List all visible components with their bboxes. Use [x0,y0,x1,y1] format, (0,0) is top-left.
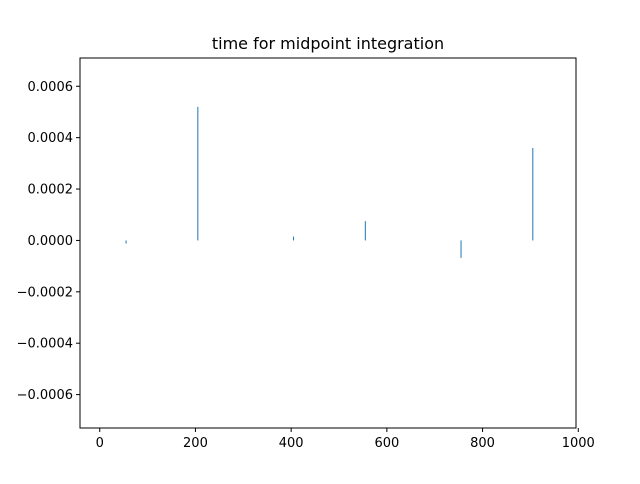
y-tick-label: −0.0002 [17,285,73,300]
y-tick-label: 0.0006 [28,80,74,95]
x-tick-label: 0 [96,436,104,451]
y-axis: −0.0006 −0.0004 −0.0002 0.0000 0.0002 0.0004 0… [17,80,80,403]
x-tick-label: 200 [183,436,208,451]
bar [197,106,199,241]
bar [293,236,295,241]
x-tick-label: 800 [470,436,495,451]
y-tick-label: −0.0006 [17,388,73,403]
bar [364,221,366,241]
bar [460,240,462,258]
bars-group [125,106,534,258]
x-tick-label: 1000 [562,436,595,451]
x-tick-label: 600 [374,436,399,451]
chart-title: time for midpoint integration [212,34,444,53]
y-tick-label: −0.0004 [17,337,73,352]
y-tick-label: 0.0000 [28,234,74,249]
x-axis: 0 200 400 600 800 1000 [96,428,595,451]
x-tick-label: 400 [279,436,304,451]
y-tick-label: 0.0004 [28,131,74,146]
bar [125,240,127,244]
plot-frame [79,57,577,429]
bar [532,147,534,241]
y-tick-label: 0.0002 [28,183,74,198]
